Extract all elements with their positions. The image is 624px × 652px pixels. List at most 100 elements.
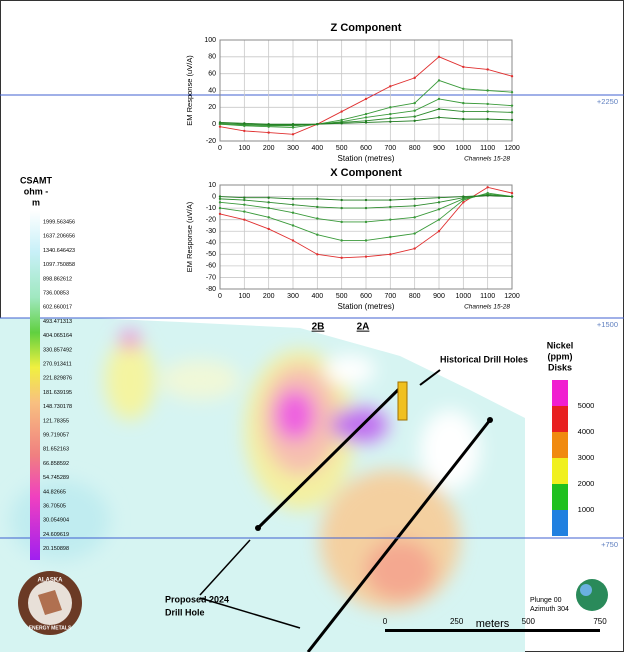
point bbox=[510, 111, 514, 114]
point bbox=[389, 85, 392, 88]
point bbox=[510, 74, 514, 78]
point bbox=[462, 117, 465, 121]
point bbox=[218, 201, 222, 204]
point bbox=[389, 120, 392, 123]
x-tick-label: 900 bbox=[433, 145, 445, 152]
point bbox=[291, 211, 295, 214]
point bbox=[437, 218, 441, 221]
legend-label: 1000 bbox=[578, 505, 595, 514]
point bbox=[364, 220, 368, 224]
colorbar-label: 44.82665 bbox=[43, 489, 66, 495]
colorbar-label: 1097.750858 bbox=[43, 262, 75, 268]
point bbox=[413, 204, 416, 207]
colorbar-label: 270.913411 bbox=[43, 361, 72, 367]
y-tick-label: 40 bbox=[208, 87, 216, 94]
proposed-hole bbox=[306, 419, 492, 652]
hole-collar bbox=[255, 525, 261, 531]
scale-label: 0 bbox=[383, 617, 388, 626]
colorbar-label: 221.829876 bbox=[43, 376, 72, 382]
point bbox=[243, 122, 246, 125]
colorbar-label: 602.660017 bbox=[43, 305, 72, 311]
point bbox=[291, 239, 295, 242]
y-tick-label: -60 bbox=[206, 263, 216, 270]
point bbox=[267, 122, 270, 126]
colorbar-title: ohm - bbox=[24, 186, 49, 196]
point bbox=[291, 133, 295, 136]
elevation-lines: +2250 +1500 +750 bbox=[0, 94, 624, 549]
point bbox=[291, 122, 295, 126]
point bbox=[462, 101, 465, 105]
historical-hole bbox=[397, 381, 408, 421]
elevation-label: +1500 bbox=[597, 320, 618, 329]
scale-label: 500 bbox=[522, 617, 536, 626]
colorbar-label: 181.639195 bbox=[43, 390, 72, 396]
colorbar-label: 36.70505 bbox=[43, 503, 66, 509]
chart-title: Z Component bbox=[331, 22, 402, 34]
point bbox=[340, 110, 343, 113]
point bbox=[437, 107, 441, 111]
point bbox=[243, 203, 246, 206]
point bbox=[218, 121, 222, 124]
scale-bar bbox=[385, 629, 600, 632]
point bbox=[364, 121, 368, 124]
y-tick-label: -20 bbox=[206, 217, 216, 224]
point bbox=[267, 201, 270, 204]
point bbox=[389, 253, 392, 256]
point bbox=[462, 110, 465, 113]
point bbox=[340, 239, 343, 242]
legend-title: Nickel bbox=[547, 340, 574, 350]
y-tick-label: -20 bbox=[206, 138, 216, 145]
historical-hole-trace bbox=[256, 381, 407, 530]
x-tick-label: 800 bbox=[409, 293, 421, 300]
point bbox=[437, 196, 441, 199]
legend-label: 2000 bbox=[578, 479, 595, 488]
point bbox=[364, 239, 368, 242]
point bbox=[413, 216, 416, 219]
x-tick-label: 500 bbox=[336, 145, 348, 152]
colorbar-label: 736.00853 bbox=[43, 290, 69, 296]
x-tick-label: 1100 bbox=[480, 293, 495, 300]
chart-title: X Component bbox=[330, 167, 402, 179]
point bbox=[389, 218, 392, 221]
orientation: Plunge 00 bbox=[530, 597, 562, 604]
colorbar-label: 1999.563456 bbox=[43, 219, 75, 225]
x-tick-label: 1200 bbox=[504, 293, 520, 300]
y-tick-label: 80 bbox=[208, 54, 216, 61]
point bbox=[316, 217, 319, 220]
y-tick-label: -30 bbox=[206, 228, 216, 235]
point bbox=[437, 208, 441, 211]
point bbox=[389, 106, 392, 109]
point bbox=[218, 212, 222, 216]
point bbox=[291, 224, 295, 227]
y-tick-label: -80 bbox=[206, 286, 216, 293]
x-tick-label: 700 bbox=[384, 145, 396, 152]
x-tick-label: 600 bbox=[360, 145, 372, 152]
legend-swatch bbox=[552, 380, 568, 406]
x-tick-label: 100 bbox=[238, 145, 250, 152]
y-tick-label: 100 bbox=[204, 37, 216, 44]
colorbar-label: 493.471313 bbox=[43, 319, 72, 325]
scale-unit: meters bbox=[476, 618, 510, 630]
legend-swatch bbox=[552, 432, 568, 458]
chart-note: Channels 15-28 bbox=[464, 304, 510, 311]
x-tick-label: 300 bbox=[287, 145, 299, 152]
point bbox=[389, 205, 392, 209]
point bbox=[267, 131, 270, 134]
point bbox=[413, 119, 416, 123]
point bbox=[291, 203, 295, 206]
x-tick-label: 1100 bbox=[480, 145, 495, 152]
point bbox=[267, 196, 270, 199]
section-line-label: 2A bbox=[357, 322, 370, 333]
y-tick-label: -70 bbox=[206, 274, 216, 281]
x-tick-label: 1000 bbox=[456, 293, 472, 300]
point bbox=[267, 216, 270, 219]
point bbox=[316, 197, 319, 201]
point bbox=[316, 122, 319, 126]
y-tick-label: 10 bbox=[208, 182, 216, 189]
point bbox=[243, 198, 246, 202]
colorbar-label: 66.858592 bbox=[43, 461, 69, 467]
point bbox=[364, 112, 368, 116]
point bbox=[316, 205, 319, 209]
point bbox=[267, 206, 270, 210]
